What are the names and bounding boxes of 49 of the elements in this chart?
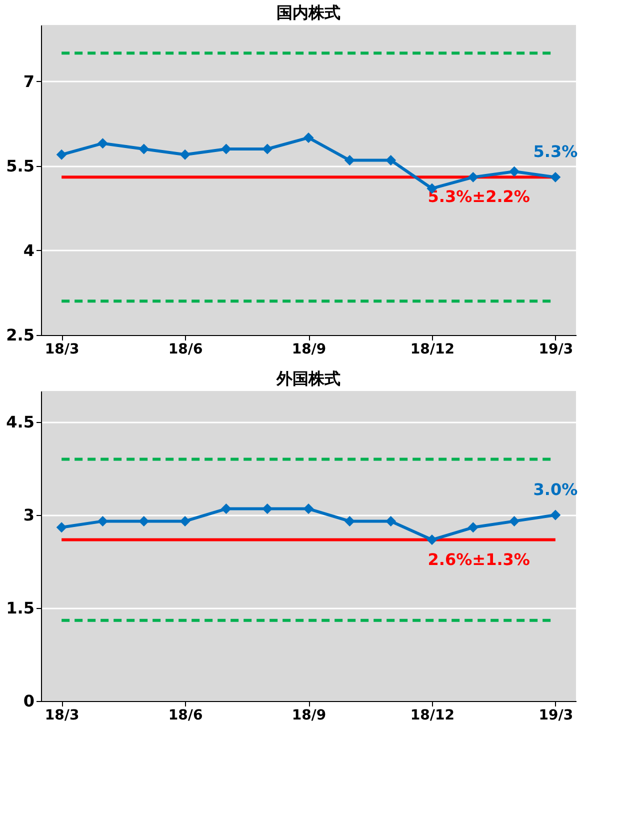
point <box>303 132 314 143</box>
point <box>56 522 67 533</box>
x-tick-label: 18/9 <box>292 342 326 358</box>
point <box>509 166 520 177</box>
x-tick-label: 18/3 <box>44 708 80 724</box>
ref-line-label: 2.6%±1.3% <box>428 550 530 569</box>
x-tick-label: 19/3 <box>538 342 574 358</box>
chart-title: 国内株式 <box>276 3 340 22</box>
point <box>468 172 478 182</box>
y-tick-label: 0 <box>23 692 34 710</box>
y-tick-label: 2.5 <box>6 326 34 344</box>
point <box>97 138 108 149</box>
point <box>56 149 67 160</box>
point <box>386 155 396 166</box>
point <box>386 516 396 526</box>
y-tick-label: 1.5 <box>6 598 34 618</box>
point <box>550 172 561 182</box>
x-tick-label: 18/12 <box>410 708 454 724</box>
x-tick-label: 18/3 <box>44 342 80 358</box>
x-tick-label: 18/9 <box>292 708 326 724</box>
point <box>262 504 273 514</box>
point <box>550 510 561 520</box>
y-tick-label: 7 <box>23 72 34 91</box>
point <box>262 144 273 154</box>
y-tick-label: 3 <box>23 506 34 524</box>
y-tick-label: 4.5 <box>6 412 34 432</box>
point <box>180 149 190 160</box>
point <box>344 155 355 166</box>
point <box>303 504 314 514</box>
y-tick-label: 4 <box>23 240 34 260</box>
x-tick-label: 18/12 <box>410 342 454 358</box>
point <box>468 522 478 533</box>
point <box>344 516 355 526</box>
point <box>220 504 232 514</box>
x-tick-label: 18/6 <box>168 342 203 358</box>
point <box>180 516 190 526</box>
point <box>138 144 150 154</box>
x-tick-label: 19/3 <box>538 708 574 724</box>
point <box>509 516 520 526</box>
y-tick-label: 5.5 <box>6 156 34 176</box>
annotation: 5.3% <box>533 142 578 162</box>
chart-title: 外国株式 <box>276 369 340 388</box>
point <box>97 516 108 526</box>
annotation: 3.0% <box>533 480 578 499</box>
point <box>138 516 150 526</box>
point <box>426 534 438 546</box>
ref-line-label: 5.3%±2.2% <box>428 187 530 206</box>
x-tick-label: 18/6 <box>168 708 203 724</box>
point <box>220 144 232 154</box>
